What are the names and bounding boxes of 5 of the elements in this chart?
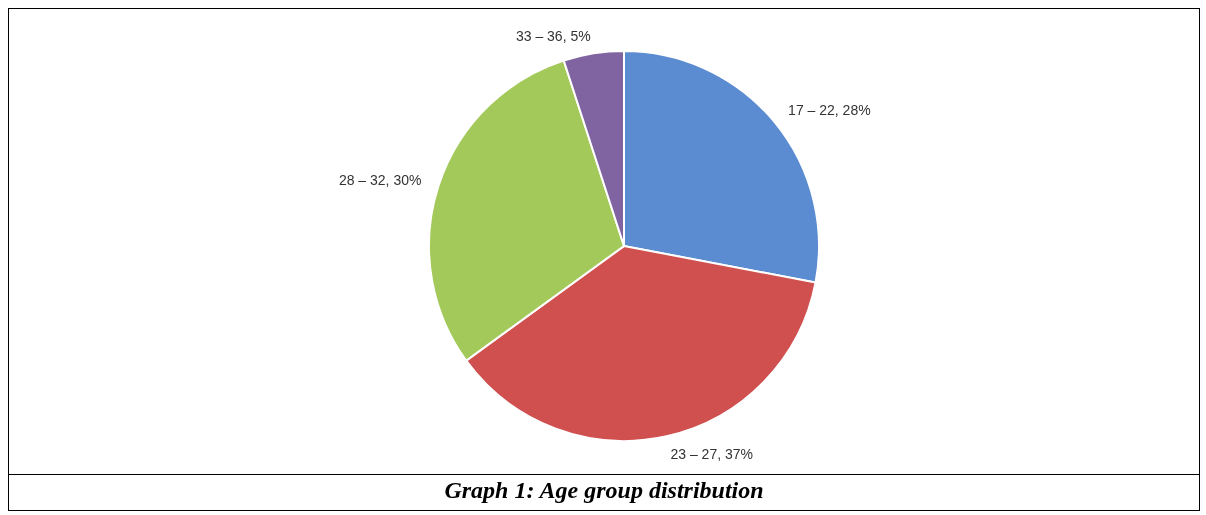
slice-label: 28 – 32, 30% [338, 172, 422, 189]
slice-label: 33 – 36, 5% [515, 27, 591, 44]
slice-label: 17 – 22, 28% [788, 102, 871, 119]
text: Graph 1: Age group distribution [9, 474, 1199, 510]
slice-label: 23 – 27, 37% [670, 445, 753, 462]
